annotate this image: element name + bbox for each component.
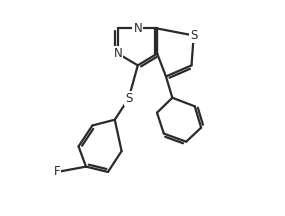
Text: S: S (125, 92, 132, 105)
Text: N: N (114, 47, 122, 60)
Text: N: N (133, 22, 142, 35)
Text: F: F (54, 165, 60, 178)
Text: S: S (190, 29, 197, 42)
